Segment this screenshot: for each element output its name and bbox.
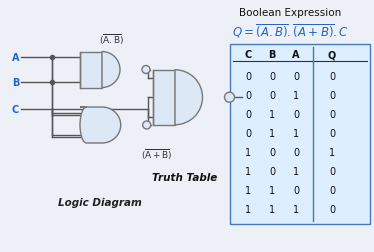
- Text: B: B: [12, 78, 19, 88]
- Text: 1: 1: [269, 109, 275, 119]
- Circle shape: [142, 66, 150, 74]
- Text: 0: 0: [245, 71, 251, 81]
- Circle shape: [224, 93, 234, 103]
- Polygon shape: [80, 108, 121, 143]
- Text: 1: 1: [245, 205, 251, 215]
- Text: 0: 0: [269, 71, 275, 81]
- Text: 0: 0: [245, 90, 251, 100]
- Text: 0: 0: [329, 167, 335, 176]
- Text: Logic Diagram: Logic Diagram: [58, 197, 142, 207]
- Text: 1: 1: [269, 205, 275, 215]
- Wedge shape: [175, 71, 202, 125]
- Circle shape: [143, 121, 151, 130]
- Text: 1: 1: [293, 129, 299, 138]
- Text: $\mathsf{(\overline{A+B})}$: $\mathsf{(\overline{A+B})}$: [141, 147, 172, 162]
- Text: $\mathsf{(\overline{A.B})}$: $\mathsf{(\overline{A.B})}$: [99, 32, 125, 46]
- Text: 0: 0: [269, 147, 275, 158]
- Text: 0: 0: [293, 109, 299, 119]
- Polygon shape: [153, 71, 175, 125]
- Text: Boolean Expression: Boolean Expression: [239, 8, 341, 18]
- Text: 0: 0: [293, 147, 299, 158]
- Text: 1: 1: [269, 185, 275, 196]
- Text: 0: 0: [245, 109, 251, 119]
- Text: 1: 1: [293, 205, 299, 215]
- Text: A: A: [292, 50, 300, 60]
- Polygon shape: [80, 52, 102, 88]
- Text: 0: 0: [329, 205, 335, 215]
- Text: 0: 0: [329, 129, 335, 138]
- Text: 0: 0: [329, 185, 335, 196]
- Text: A: A: [12, 53, 19, 63]
- Text: Truth Table: Truth Table: [152, 172, 218, 182]
- Text: 0: 0: [293, 71, 299, 81]
- FancyBboxPatch shape: [230, 45, 370, 224]
- Text: 0: 0: [245, 129, 251, 138]
- Text: 1: 1: [269, 129, 275, 138]
- Text: Q: Q: [328, 50, 336, 60]
- Text: 0: 0: [293, 185, 299, 196]
- Text: 0: 0: [329, 71, 335, 81]
- Text: C: C: [12, 105, 19, 115]
- Text: 0: 0: [329, 109, 335, 119]
- Text: 1: 1: [293, 167, 299, 176]
- Text: C: C: [244, 50, 252, 60]
- Text: 1: 1: [329, 147, 335, 158]
- Text: 1: 1: [293, 90, 299, 100]
- Text: 1: 1: [245, 147, 251, 158]
- Text: 0: 0: [269, 167, 275, 176]
- Text: 0: 0: [329, 90, 335, 100]
- Text: 1: 1: [245, 185, 251, 196]
- Text: B: B: [268, 50, 276, 60]
- Wedge shape: [102, 52, 120, 88]
- Text: 1: 1: [245, 167, 251, 176]
- Text: 0: 0: [269, 90, 275, 100]
- Text: $Q = \overline{(A.B)}.\overline{(A+B)}.C$: $Q = \overline{(A.B)}.\overline{(A+B)}.C…: [232, 22, 349, 40]
